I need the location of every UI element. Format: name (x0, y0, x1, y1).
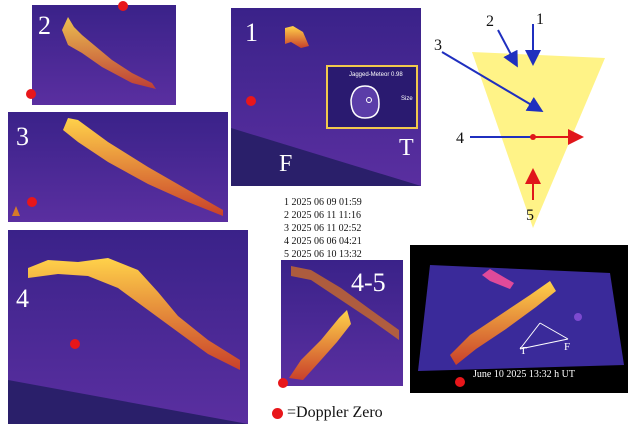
date-item: 5 2025 06 10 13:32 (284, 249, 362, 260)
legend-text: =Doppler Zero (287, 404, 383, 421)
doppler-zero-marker (278, 378, 288, 388)
surface-plot-3d (418, 265, 624, 371)
panel-1-label: 1 (245, 18, 258, 47)
inset-line-2: Size (401, 96, 413, 102)
panel-4-5-label: 4-5 (351, 268, 386, 297)
inset-line-1: Jagged-Meteor 0.98 (349, 72, 403, 78)
panel-2: 2 (32, 5, 176, 105)
doppler-zero-marker (455, 377, 465, 387)
panel-3: 3 (8, 112, 228, 222)
spectrogram-2 (32, 5, 176, 105)
beam-diagram: 1 2 3 4 5 (434, 11, 605, 228)
date-item: 1 2025 06 09 01:59 (284, 197, 362, 208)
beam-label-3: 3 (434, 37, 442, 54)
panel-3d-view: T F June 10 2025 13:32 h UT (410, 245, 628, 393)
plot-caption: June 10 2025 13:32 h UT (473, 369, 575, 380)
doppler-zero-marker (27, 197, 37, 207)
legend: =Doppler Zero (272, 404, 383, 422)
panel-2-label: 2 (38, 11, 51, 40)
axis-t-label: T (520, 345, 527, 357)
beam-label-2: 2 (486, 13, 494, 30)
panel-3-label: 3 (16, 122, 29, 151)
doppler-zero-marker (272, 407, 283, 419)
beam-label-5: 5 (526, 207, 534, 224)
spectrogram-4-5 (281, 260, 403, 386)
date-item: 3 2025 06 11 02:52 (284, 223, 362, 234)
spectrogram-1 (231, 8, 421, 186)
date-item: 4 2025 06 06 04:21 (284, 236, 362, 247)
panel-4: 4 (8, 230, 248, 424)
axis-t-label: T (399, 135, 414, 161)
date-item: 2 2025 06 11 11:16 (284, 210, 362, 221)
beam-label-4: 4 (456, 130, 464, 147)
doppler-zero-marker (70, 339, 80, 349)
beam-fan (472, 52, 605, 228)
doppler-zero-marker (26, 89, 36, 99)
beam-label-1: 1 (536, 11, 544, 28)
panel-1: 1 F T Jagged-Meteor 0.98 Size (231, 8, 421, 186)
panel-4-5: 4-5 (281, 260, 403, 386)
doppler-zero-marker (118, 1, 128, 11)
axis-f-label: F (279, 151, 293, 177)
spectrogram-3 (8, 112, 228, 222)
panel-4-label: 4 (16, 284, 29, 313)
doppler-zero-marker (246, 96, 256, 106)
date-list: 1 2025 06 09 01:59 2 2025 06 11 11:16 3 … (284, 196, 362, 261)
spectrogram-4 (8, 230, 248, 424)
axis-f-label: F (564, 341, 571, 353)
